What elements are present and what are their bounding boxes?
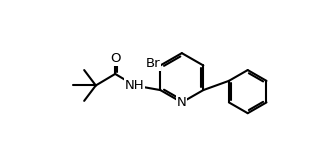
Text: O: O bbox=[110, 52, 120, 65]
Text: NH: NH bbox=[125, 79, 144, 92]
Text: Br: Br bbox=[145, 57, 160, 70]
Text: N: N bbox=[177, 96, 187, 109]
